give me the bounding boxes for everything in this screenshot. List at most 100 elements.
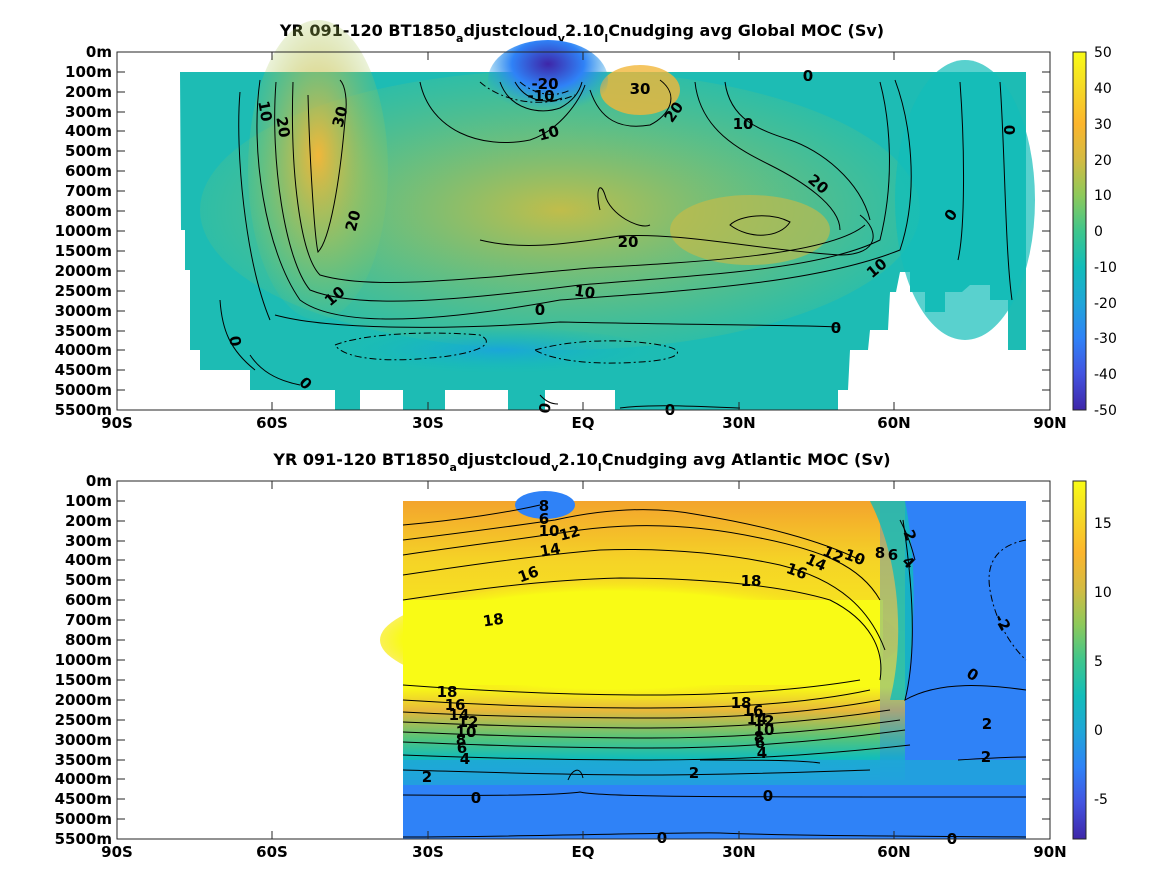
y-tick-label: 5000m — [55, 381, 112, 399]
colorbar-tick-label: -10 — [1094, 260, 1117, 276]
contour-label: 2 — [689, 764, 699, 782]
colorbar-tick-label: 40 — [1094, 81, 1112, 97]
colorbar-tick-label: 5 — [1094, 654, 1103, 670]
y-tick-label: 3000m — [55, 731, 112, 749]
y-tick-label: 400m — [65, 122, 112, 140]
colorbar-tick-label: 10 — [1094, 585, 1112, 601]
y-tick-label: 4500m — [55, 361, 112, 379]
x-tick-label: 30N — [722, 414, 755, 432]
y-tick-label: 800m — [65, 631, 112, 649]
contour-label: 0 — [535, 301, 545, 319]
contour-label: 12 — [754, 712, 775, 730]
contour-label: 10 — [754, 721, 775, 739]
y-tick-label: 1500m — [55, 242, 112, 260]
x-tick-label: 60S — [256, 414, 288, 432]
contour-label: 8 — [539, 497, 549, 515]
y-tick-label: 300m — [65, 103, 112, 121]
contour-label: -20 — [531, 75, 558, 93]
y-tick-label: 2000m — [55, 691, 112, 709]
contour-label: 0 — [225, 334, 245, 347]
contour-label: -2 — [990, 611, 1014, 634]
atlantic-chart-title: YR 091-120 BT1850adjustcloudv2.10lCnudgi… — [272, 450, 890, 474]
contour-label: 10 — [573, 282, 596, 303]
contour-label: 2 — [422, 768, 432, 786]
x-tick-label: 60S — [256, 843, 288, 861]
y-tick-label: 100m — [65, 492, 112, 510]
y-tick-label: 4500m — [55, 790, 112, 808]
y-tick-label: 4000m — [55, 770, 112, 788]
contour-label: 8 — [754, 728, 764, 746]
contour-label: 30 — [630, 80, 651, 98]
y-tick-label: 200m — [65, 512, 112, 530]
x-tick-label: 30N — [722, 843, 755, 861]
contour-label: 6 — [539, 510, 549, 528]
y-tick-label: 2000m — [55, 262, 112, 280]
contour-label: 2 — [981, 748, 991, 766]
colorbar-tick-label: 30 — [1094, 117, 1112, 133]
contour-label: 30 — [329, 104, 352, 129]
global-chart-title: YR 091-120 BT1850adjustcloudv2.10lCnudgi… — [279, 21, 884, 45]
colorbar-tick-label: 15 — [1094, 516, 1112, 532]
y-tick-label: 700m — [65, 182, 112, 200]
y-tick-label: 500m — [65, 571, 112, 589]
y-tick-label: 200m — [65, 83, 112, 101]
contour-label: 14 — [449, 706, 470, 724]
y-tick-label: 2500m — [55, 711, 112, 729]
colorbar-tick-label: 50 — [1094, 45, 1112, 61]
atlantic-contour-labels: 8 6 10 12 14 16 18 18 16 14 12 10 8 6 4 … — [422, 497, 1015, 848]
atlantic-heatmap — [380, 491, 1026, 839]
atlantic-x-tick-marks — [271, 481, 895, 839]
contour-label: 8 — [875, 544, 885, 562]
x-tick-label: 30S — [412, 414, 444, 432]
y-tick-label: 0m — [86, 472, 112, 490]
global-heatmap — [180, 20, 1035, 410]
contour-label: 10 — [539, 522, 560, 540]
colorbar-tick-label: 20 — [1094, 153, 1112, 169]
colorbar-tick-label: -30 — [1094, 331, 1117, 347]
y-tick-label: 3500m — [55, 751, 112, 769]
contour-label: 0 — [1000, 125, 1018, 135]
contour-label: 20 — [618, 233, 639, 251]
y-tick-label: 1500m — [55, 671, 112, 689]
y-tick-label: 5500m — [55, 401, 112, 419]
contour-label: 20 — [342, 208, 365, 233]
y-tick-label: 300m — [65, 532, 112, 550]
global-moc-panel: YR 091-120 BT1850adjustcloudv2.10lCnudgi… — [55, 20, 1117, 432]
contour-label: 10 — [254, 99, 275, 123]
y-tick-label: 5500m — [55, 830, 112, 848]
y-tick-label: 1000m — [55, 651, 112, 669]
atlantic-moc-panel: YR 091-120 BT1850adjustcloudv2.10lCnudgi… — [55, 450, 1112, 861]
atlantic-dashed-contours — [988, 539, 1027, 661]
contour-label: 4 — [757, 744, 767, 762]
y-tick-label: 600m — [65, 162, 112, 180]
contour-label: 18 — [437, 683, 458, 701]
contour-label: 0 — [471, 789, 481, 807]
contour-label: 2 — [982, 715, 992, 733]
colorbar-tick-label: 10 — [1094, 188, 1112, 204]
contour-label: 12 — [557, 522, 582, 545]
global-contours — [219, 79, 1013, 409]
x-tick-label: EQ — [572, 843, 595, 861]
atlantic-colorbar-ticks: 15 10 5 0 -5 — [1094, 516, 1112, 808]
contour-label: 14 — [747, 710, 768, 728]
x-tick-label: 90S — [101, 414, 133, 432]
colorbar-tick-label: -50 — [1094, 403, 1117, 419]
contour-label: 6 — [888, 546, 898, 564]
contour-label: 8 — [456, 731, 466, 749]
contour-label: 20 — [272, 115, 293, 139]
x-tick-label: EQ — [572, 414, 595, 432]
contour-label: 0 — [535, 401, 555, 414]
contour-label: 14 — [538, 539, 562, 560]
contour-label: 16 — [445, 696, 466, 714]
global-dashed-contours — [334, 81, 678, 364]
contour-label: 18 — [731, 694, 752, 712]
y-tick-label: 800m — [65, 202, 112, 220]
atlantic-contours — [402, 504, 1027, 838]
x-tick-label: 60N — [877, 843, 910, 861]
atlantic-y-tick-marks — [117, 500, 1050, 820]
colorbar-tick-label: -5 — [1094, 792, 1108, 808]
global-colorbar-ticks: 50 40 30 20 10 0 -10 -20 -30 -40 -50 — [1094, 45, 1117, 419]
y-tick-label: 3500m — [55, 322, 112, 340]
contour-label: 0 — [657, 829, 667, 847]
